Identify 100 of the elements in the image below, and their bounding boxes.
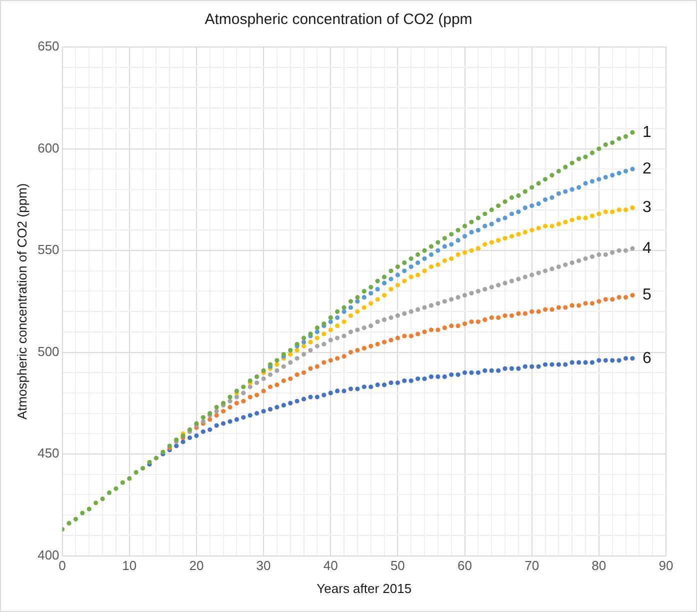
point — [335, 315, 340, 320]
point — [489, 222, 494, 226]
point — [536, 226, 541, 230]
point — [456, 252, 460, 257]
point — [342, 319, 346, 324]
point — [436, 248, 440, 253]
point — [596, 212, 602, 216]
point — [489, 240, 494, 245]
point — [408, 274, 414, 280]
point — [482, 224, 488, 228]
point — [522, 230, 528, 235]
point — [422, 256, 427, 261]
point — [294, 348, 300, 353]
point — [509, 234, 514, 239]
point — [368, 290, 374, 296]
x-tick-label: 10 — [122, 558, 137, 574]
x-tick-label: 20 — [189, 558, 204, 574]
y-tick-label: 650 — [38, 38, 60, 54]
point — [416, 260, 420, 266]
x-tick-label: 0 — [58, 558, 66, 574]
point — [610, 172, 615, 178]
point — [550, 195, 554, 200]
point — [630, 166, 635, 172]
series-label: 5 — [642, 286, 652, 304]
point — [469, 230, 474, 235]
point — [428, 264, 434, 270]
point — [590, 179, 595, 184]
point — [362, 305, 366, 310]
point — [402, 268, 407, 274]
point — [342, 309, 346, 314]
chart-title: Atmospheric concentration of CO2 (ppm — [204, 11, 472, 28]
point — [314, 330, 320, 334]
point — [428, 252, 434, 257]
point — [576, 216, 582, 220]
y-tick-label: 400 — [38, 547, 60, 562]
point — [416, 272, 420, 278]
x-tick-label: 80 — [592, 558, 606, 574]
point — [623, 208, 628, 212]
point — [362, 295, 366, 300]
point — [623, 168, 628, 174]
point — [496, 218, 501, 222]
point — [570, 218, 574, 222]
point — [542, 224, 548, 228]
point — [516, 210, 521, 214]
point — [355, 309, 360, 314]
point — [469, 248, 474, 253]
point — [482, 242, 488, 247]
point — [395, 272, 400, 278]
point — [308, 340, 313, 344]
point — [442, 258, 447, 263]
point — [348, 305, 354, 310]
point — [436, 262, 440, 268]
point — [583, 181, 588, 186]
point — [530, 203, 534, 208]
point — [348, 313, 354, 318]
point — [610, 210, 615, 214]
point — [328, 319, 333, 324]
point — [583, 216, 588, 220]
point — [616, 170, 622, 176]
point — [355, 299, 360, 304]
x-axis-title: Years after 2015 — [316, 580, 412, 596]
series-label: 4 — [642, 240, 652, 257]
y-tick-label: 600 — [38, 140, 60, 156]
y-tick-label: 550 — [38, 242, 60, 258]
x-tick-label: 60 — [458, 558, 472, 574]
y-tick-label: 500 — [38, 344, 60, 359]
x-tick-label: 90 — [658, 558, 674, 574]
point — [530, 228, 534, 232]
point — [382, 292, 387, 298]
point — [368, 301, 374, 306]
point — [536, 201, 541, 206]
point — [550, 224, 554, 228]
point — [288, 352, 293, 357]
point — [328, 328, 333, 332]
point — [402, 278, 407, 284]
series-label: 3 — [642, 199, 652, 216]
point — [382, 280, 387, 286]
point — [576, 185, 582, 190]
point — [476, 228, 480, 232]
point — [496, 238, 501, 243]
series-label: 2 — [642, 160, 652, 178]
point — [442, 244, 447, 249]
point — [375, 297, 380, 302]
point — [563, 189, 568, 194]
point — [596, 176, 602, 182]
y-tick-label: 450 — [38, 446, 60, 461]
point — [476, 246, 480, 251]
point — [422, 268, 427, 274]
point — [301, 344, 306, 348]
point — [516, 232, 521, 237]
point — [603, 210, 608, 214]
point — [522, 205, 528, 210]
point — [590, 214, 595, 218]
point — [375, 286, 380, 292]
point — [456, 238, 460, 243]
point — [570, 187, 574, 192]
y-axis-title: Atmospheric concentration of CO2 (ppm) — [14, 183, 30, 420]
x-tick-label: 30 — [256, 558, 271, 574]
point — [616, 208, 622, 212]
point — [509, 212, 514, 216]
